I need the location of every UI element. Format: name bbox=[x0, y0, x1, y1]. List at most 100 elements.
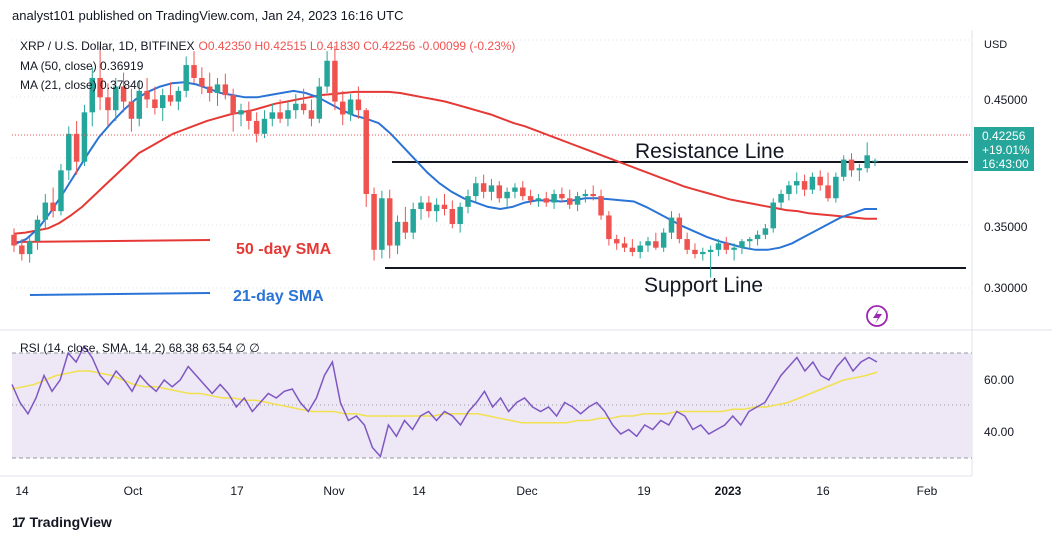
time-tick-label: 19 bbox=[637, 484, 651, 498]
candle-body bbox=[34, 219, 41, 242]
candle-body bbox=[786, 185, 792, 194]
candle-body bbox=[386, 198, 393, 246]
candle-body bbox=[707, 249, 714, 252]
candle-body bbox=[144, 90, 150, 100]
candle-body bbox=[66, 133, 72, 171]
rsi-tick: 40.00 bbox=[984, 425, 1014, 439]
candle-body bbox=[19, 245, 25, 255]
candle-body bbox=[480, 183, 487, 192]
candle-body bbox=[97, 77, 103, 98]
candle-body bbox=[167, 95, 174, 102]
candle-body bbox=[754, 234, 761, 240]
candle-body bbox=[551, 193, 557, 203]
candle-body bbox=[747, 239, 753, 242]
candle-body bbox=[159, 95, 166, 109]
candle-body bbox=[441, 204, 448, 209]
candle-body bbox=[308, 110, 315, 119]
candle-body bbox=[574, 196, 581, 205]
candle-body bbox=[324, 60, 330, 87]
candle-body bbox=[418, 202, 424, 209]
candle-body bbox=[613, 239, 620, 244]
candle-body bbox=[817, 176, 823, 186]
candle-body bbox=[848, 159, 855, 171]
candle-body bbox=[621, 243, 628, 248]
candle-body bbox=[11, 234, 17, 246]
candle-body bbox=[825, 185, 831, 199]
candle-body bbox=[81, 112, 88, 162]
time-tick-label: 14 bbox=[412, 484, 426, 498]
ma50-legend: MA (50, close) 0.36919 bbox=[20, 59, 144, 73]
candle-body bbox=[230, 95, 236, 115]
candle-body bbox=[449, 209, 456, 225]
price-tick: 0.35000 bbox=[984, 220, 1028, 234]
last-price-badge: 0.42256 +19.01% 16:43:00 bbox=[974, 127, 1034, 171]
time-tick-label: Oct bbox=[124, 484, 143, 498]
candle-body bbox=[801, 181, 808, 190]
candle-body bbox=[222, 84, 229, 96]
candle-body bbox=[58, 170, 64, 212]
price-tick: 0.45000 bbox=[984, 93, 1028, 107]
sma21-label: 21-day SMA bbox=[233, 288, 324, 305]
candle-body bbox=[512, 187, 518, 192]
candle-body bbox=[543, 198, 549, 203]
candle-body bbox=[293, 103, 299, 111]
symbol-legend: XRP / U.S. Dollar, 1D, BITFINEX O0.42350 … bbox=[20, 39, 515, 53]
candle-body bbox=[778, 193, 784, 203]
ohlc-values: O0.42350 H0.42515 L0.41830 C0.42256 -0.0… bbox=[199, 39, 516, 53]
bar-countdown: 16:43:00 bbox=[982, 157, 1029, 171]
candle-body bbox=[246, 110, 252, 121]
candle-body bbox=[723, 243, 730, 250]
candle-body bbox=[637, 245, 643, 252]
rsi-tick: 60.00 bbox=[984, 373, 1014, 387]
candle-body bbox=[214, 84, 221, 93]
candle-body bbox=[402, 221, 409, 233]
candle-body bbox=[731, 247, 737, 250]
brand-footer[interactable]: 17 TradingView bbox=[12, 514, 112, 530]
candle-body bbox=[340, 101, 346, 115]
candle-body bbox=[371, 193, 377, 250]
candle-body bbox=[379, 198, 385, 250]
flash-icon[interactable] bbox=[866, 305, 888, 327]
ma21-line bbox=[13, 81, 877, 251]
candle-body bbox=[465, 196, 471, 207]
candle-body bbox=[433, 204, 440, 212]
candle-body bbox=[238, 110, 244, 115]
candle-body bbox=[199, 77, 205, 87]
candle-body bbox=[739, 241, 745, 248]
candle-body bbox=[285, 110, 291, 119]
candle-body bbox=[793, 181, 800, 186]
candle-body bbox=[50, 202, 56, 212]
candle-body bbox=[332, 60, 338, 102]
candle-body bbox=[527, 196, 534, 201]
candle-body bbox=[261, 118, 268, 134]
rsi-ma-line bbox=[11, 370, 878, 424]
time-tick-label: Feb bbox=[917, 484, 938, 498]
candle-body bbox=[559, 193, 565, 199]
candle-body bbox=[684, 239, 690, 250]
candle-body bbox=[300, 103, 307, 111]
candle-body bbox=[89, 77, 96, 113]
price-axis-currency: USD bbox=[984, 39, 1007, 51]
candle-body bbox=[363, 110, 369, 194]
candle-body bbox=[653, 241, 659, 248]
ma50-line bbox=[13, 90, 877, 235]
candle-body bbox=[660, 232, 667, 248]
resistance-label: Resistance Line bbox=[635, 140, 784, 163]
candle-body bbox=[833, 176, 839, 199]
candle-body bbox=[535, 198, 542, 201]
candle-body bbox=[770, 202, 776, 229]
candle-body bbox=[864, 155, 870, 169]
candle-body bbox=[840, 159, 847, 177]
candle-body bbox=[692, 249, 698, 255]
candle-body bbox=[598, 196, 604, 216]
time-tick-label: Dec bbox=[516, 484, 537, 498]
last-price-value: 0.42256 bbox=[982, 129, 1026, 143]
rsi-legend: RSI (14, close, SMA, 14, 2) 68.38 63.54 … bbox=[20, 341, 260, 355]
candle-body bbox=[355, 99, 362, 111]
candle-body bbox=[809, 176, 816, 190]
candle-body bbox=[676, 217, 683, 240]
candle-body bbox=[347, 99, 354, 115]
candle-body bbox=[629, 247, 636, 252]
candle-body bbox=[42, 202, 49, 220]
